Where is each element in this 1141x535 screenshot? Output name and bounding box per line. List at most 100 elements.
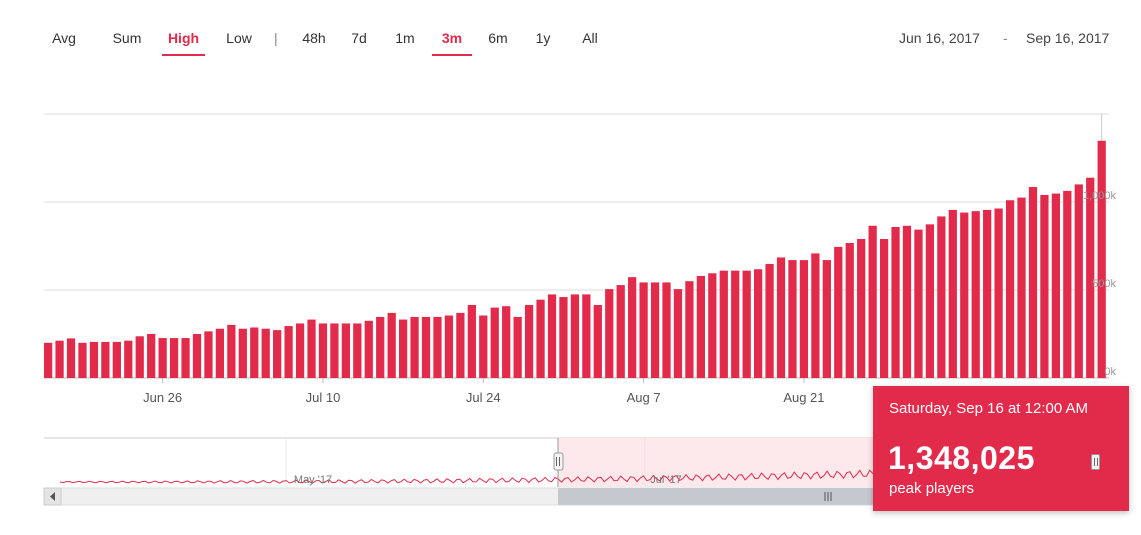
range-48h-button[interactable]: 48h: [302, 30, 326, 46]
y-tick-label: 1,000k: [1083, 190, 1117, 202]
bar: [479, 315, 488, 378]
navigator-label: Jul '17: [650, 474, 681, 486]
bar: [330, 323, 339, 378]
bar: [1040, 194, 1049, 378]
bar: [937, 216, 946, 378]
range-3m-button[interactable]: 3m: [432, 30, 472, 56]
agg-avg-button[interactable]: Avg: [52, 30, 76, 46]
bar: [147, 334, 156, 378]
bar: [925, 224, 935, 378]
bar: [78, 342, 87, 378]
bar: [1017, 197, 1026, 378]
bar: [307, 319, 316, 378]
bar: [456, 312, 465, 378]
bar: [948, 209, 957, 378]
bar: [891, 226, 900, 378]
bar: [559, 297, 568, 378]
bar: [605, 289, 614, 378]
bar: [1028, 187, 1038, 378]
range-1y-button[interactable]: 1y: [535, 30, 551, 46]
bar: [467, 304, 476, 378]
x-tick-label: Jul 10: [306, 390, 341, 405]
bar: [1074, 184, 1083, 378]
bar: [376, 316, 385, 378]
bar: [261, 328, 270, 378]
bar: [158, 338, 167, 378]
bar: [387, 312, 396, 378]
bar: [1005, 200, 1015, 378]
bar: [112, 341, 121, 378]
x-tick-label: Jul 24: [466, 390, 501, 405]
chevron-left-icon[interactable]: [50, 492, 55, 501]
bar: [181, 338, 190, 378]
range-6m-button[interactable]: 6m: [488, 30, 508, 46]
bar: [1051, 193, 1060, 378]
bar: [284, 326, 293, 378]
bar: [524, 304, 534, 378]
bar: [227, 324, 236, 378]
tooltip-value: 1,348,025: [888, 440, 1035, 476]
agg-low-button[interactable]: Low: [226, 30, 252, 46]
bar: [822, 260, 831, 378]
date-range-dash: -: [1003, 30, 1008, 46]
range-1m-button[interactable]: 1m: [395, 30, 415, 46]
bar: [879, 238, 889, 378]
bar: [902, 225, 912, 378]
bar: [135, 336, 144, 378]
range-7d-button[interactable]: 7d: [351, 30, 367, 46]
bar: [364, 320, 373, 378]
bar: [994, 208, 1003, 378]
bar: [215, 328, 225, 378]
bar: [502, 306, 511, 378]
bar: [101, 341, 110, 378]
bar: [765, 263, 774, 378]
date-from[interactable]: Jun 16, 2017: [899, 30, 980, 46]
bar: [124, 340, 133, 378]
bar: [536, 299, 545, 378]
bar: [593, 304, 602, 378]
bar: [983, 209, 992, 378]
agg-sum-button[interactable]: Sum: [112, 30, 142, 46]
toolbar-separator: |: [274, 30, 278, 46]
navigator-left-handle[interactable]: [553, 438, 564, 487]
bar: [490, 307, 499, 378]
bar: [696, 275, 705, 378]
bar: [834, 246, 843, 378]
bar: [341, 323, 350, 378]
bar: [639, 282, 648, 378]
bar: [685, 281, 694, 378]
bar: [960, 212, 969, 378]
bar: [799, 260, 809, 378]
bar: [89, 341, 99, 378]
y-tick-label: 0k: [1104, 366, 1116, 378]
bar: [399, 319, 408, 378]
bar: [204, 331, 213, 378]
bar: [616, 285, 625, 378]
date-to[interactable]: Sep 16, 2017: [1026, 30, 1110, 46]
bar: [1097, 140, 1106, 378]
bar: [250, 327, 259, 378]
bar: [731, 270, 740, 378]
bar: [788, 260, 797, 378]
navigator-right-handle[interactable]: [1091, 454, 1100, 470]
y-tick-label: 500k: [1092, 278, 1116, 290]
bar: [66, 338, 76, 378]
navigator-label: May '17: [294, 474, 332, 486]
tooltip-date: Saturday, Sep 16 at 12:00 AM: [889, 400, 1089, 417]
agg-high-button[interactable]: High: [162, 30, 205, 56]
bar: [238, 328, 247, 378]
bar: [673, 289, 683, 378]
x-tick-label: Aug 7: [627, 390, 661, 405]
x-tick-label: Jun 26: [143, 390, 182, 405]
handle-grip[interactable]: [553, 452, 564, 471]
bar: [318, 323, 328, 378]
bar: [914, 229, 923, 378]
y-axis-labels: 0k 500k 1,000k: [1083, 190, 1117, 378]
toolbar: Avg Sum High Low | 48h 7d 1m 3m 6m 1y Al…: [0, 0, 1141, 70]
range-all-button[interactable]: All: [582, 30, 598, 46]
bar: [776, 257, 786, 378]
bar: [410, 316, 419, 378]
bar: [295, 323, 305, 378]
bar: [353, 323, 362, 378]
bar: [628, 277, 637, 378]
